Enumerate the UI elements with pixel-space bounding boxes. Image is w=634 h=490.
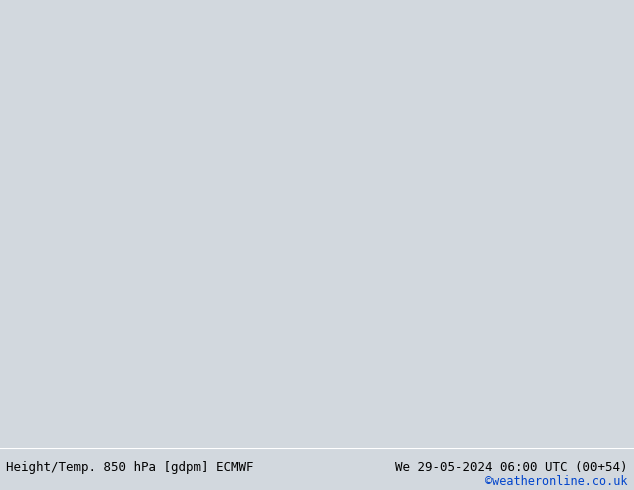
Text: Height/Temp. 850 hPa [gdpm] ECMWF: Height/Temp. 850 hPa [gdpm] ECMWF: [6, 461, 254, 474]
Text: ©weatheronline.co.uk: ©weatheronline.co.uk: [485, 475, 628, 488]
Text: We 29-05-2024 06:00 UTC (00+54): We 29-05-2024 06:00 UTC (00+54): [395, 461, 628, 474]
